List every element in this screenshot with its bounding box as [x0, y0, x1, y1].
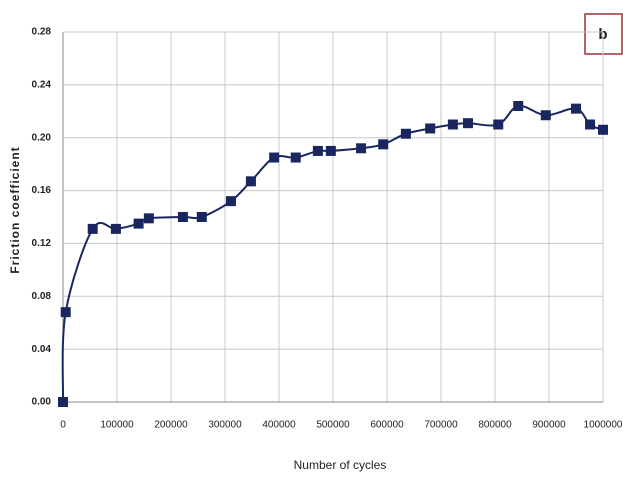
data-point: [225, 196, 236, 207]
y-tick-label: 0.12: [32, 238, 52, 249]
data-point: [447, 119, 458, 130]
data-point: [540, 110, 551, 121]
y-tick-label: 0.20: [32, 132, 52, 143]
data-point: [177, 212, 188, 222]
data-point: [493, 119, 504, 130]
x-tick-label: 400000: [262, 420, 296, 431]
data-point: [312, 145, 323, 156]
y-tick-label: 0.00: [32, 397, 52, 408]
data-point: [463, 118, 473, 129]
y-tick-label: 0.08: [32, 291, 52, 302]
data-point: [110, 223, 121, 234]
data-point: [133, 218, 144, 229]
x-tick-label: 700000: [424, 420, 458, 431]
y-tick-label: 0.28: [32, 27, 52, 38]
data-point: [60, 307, 71, 318]
x-tick-label: 100000: [100, 420, 134, 431]
y-tick-label: 0.24: [32, 79, 52, 90]
data-point: [143, 213, 154, 224]
y-tick-label: 0.04: [32, 344, 52, 355]
data-point: [400, 128, 411, 139]
x-tick-label: 1000000: [584, 420, 623, 431]
data-point: [513, 101, 524, 111]
x-axis-label: Number of cycles: [294, 458, 387, 472]
data-point: [245, 176, 256, 187]
x-tick-label: 500000: [316, 420, 350, 431]
y-axis-label: Friction coefficient: [8, 146, 22, 273]
data-point: [58, 397, 68, 407]
x-tick-label: 800000: [478, 420, 512, 431]
data-point: [571, 103, 581, 114]
x-tick-label: 200000: [154, 420, 188, 431]
data-point: [325, 145, 336, 156]
data-point: [356, 143, 367, 154]
data-point: [196, 212, 207, 222]
data-point: [425, 123, 436, 134]
x-tick-label: 900000: [532, 420, 566, 431]
y-tick-label: 0.16: [32, 185, 52, 196]
data-point: [290, 152, 301, 163]
x-tick-label: 300000: [208, 420, 242, 431]
data-point: [378, 139, 389, 150]
data-point: [598, 124, 608, 135]
data-point: [87, 223, 98, 234]
x-tick-label: 0: [60, 420, 66, 431]
data-point: [585, 119, 596, 130]
data-point: [269, 152, 280, 163]
x-tick-label: 600000: [370, 420, 404, 431]
